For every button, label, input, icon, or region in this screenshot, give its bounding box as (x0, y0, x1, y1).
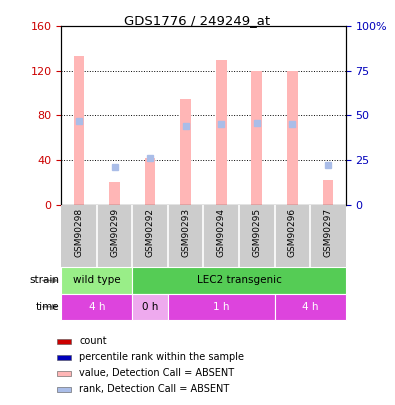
Bar (168, 294, 275, 320)
Bar (145, 158, 155, 205)
Text: time: time (36, 302, 59, 312)
Bar (56, 371, 71, 376)
Text: GSM90293: GSM90293 (181, 208, 190, 257)
Text: percentile rank within the sample: percentile rank within the sample (79, 352, 244, 362)
Text: GSM90298: GSM90298 (75, 208, 83, 257)
Bar (132, 294, 168, 320)
Bar (251, 71, 262, 205)
Text: strain: strain (29, 275, 59, 286)
Text: wild type: wild type (73, 275, 120, 286)
Text: GSM90296: GSM90296 (288, 208, 297, 257)
Bar (61, 294, 132, 320)
Bar (74, 56, 85, 205)
Bar (56, 339, 71, 344)
Text: value, Detection Call = ABSENT: value, Detection Call = ABSENT (79, 368, 234, 378)
Bar (61, 267, 132, 294)
Bar (216, 60, 227, 205)
Bar (56, 387, 71, 392)
Text: rank, Detection Call = ABSENT: rank, Detection Call = ABSENT (79, 384, 229, 394)
Text: GSM90297: GSM90297 (324, 208, 332, 257)
Text: GSM90294: GSM90294 (217, 208, 226, 257)
Text: LEC2 transgenic: LEC2 transgenic (197, 275, 281, 286)
Bar (132, 267, 346, 294)
Text: 4 h: 4 h (88, 302, 105, 312)
Text: 0 h: 0 h (142, 302, 158, 312)
Bar (180, 99, 191, 205)
Text: GSM90299: GSM90299 (110, 208, 119, 257)
Text: 1 h: 1 h (213, 302, 229, 312)
Text: GSM90295: GSM90295 (252, 208, 261, 257)
Bar (56, 355, 71, 360)
Text: GSM90292: GSM90292 (146, 208, 154, 257)
Bar (275, 294, 346, 320)
Bar (287, 71, 297, 205)
Text: GDS1776 / 249249_at: GDS1776 / 249249_at (124, 14, 271, 27)
Bar (109, 182, 120, 205)
Text: 4 h: 4 h (302, 302, 318, 312)
Text: count: count (79, 336, 107, 346)
Bar (322, 180, 333, 205)
